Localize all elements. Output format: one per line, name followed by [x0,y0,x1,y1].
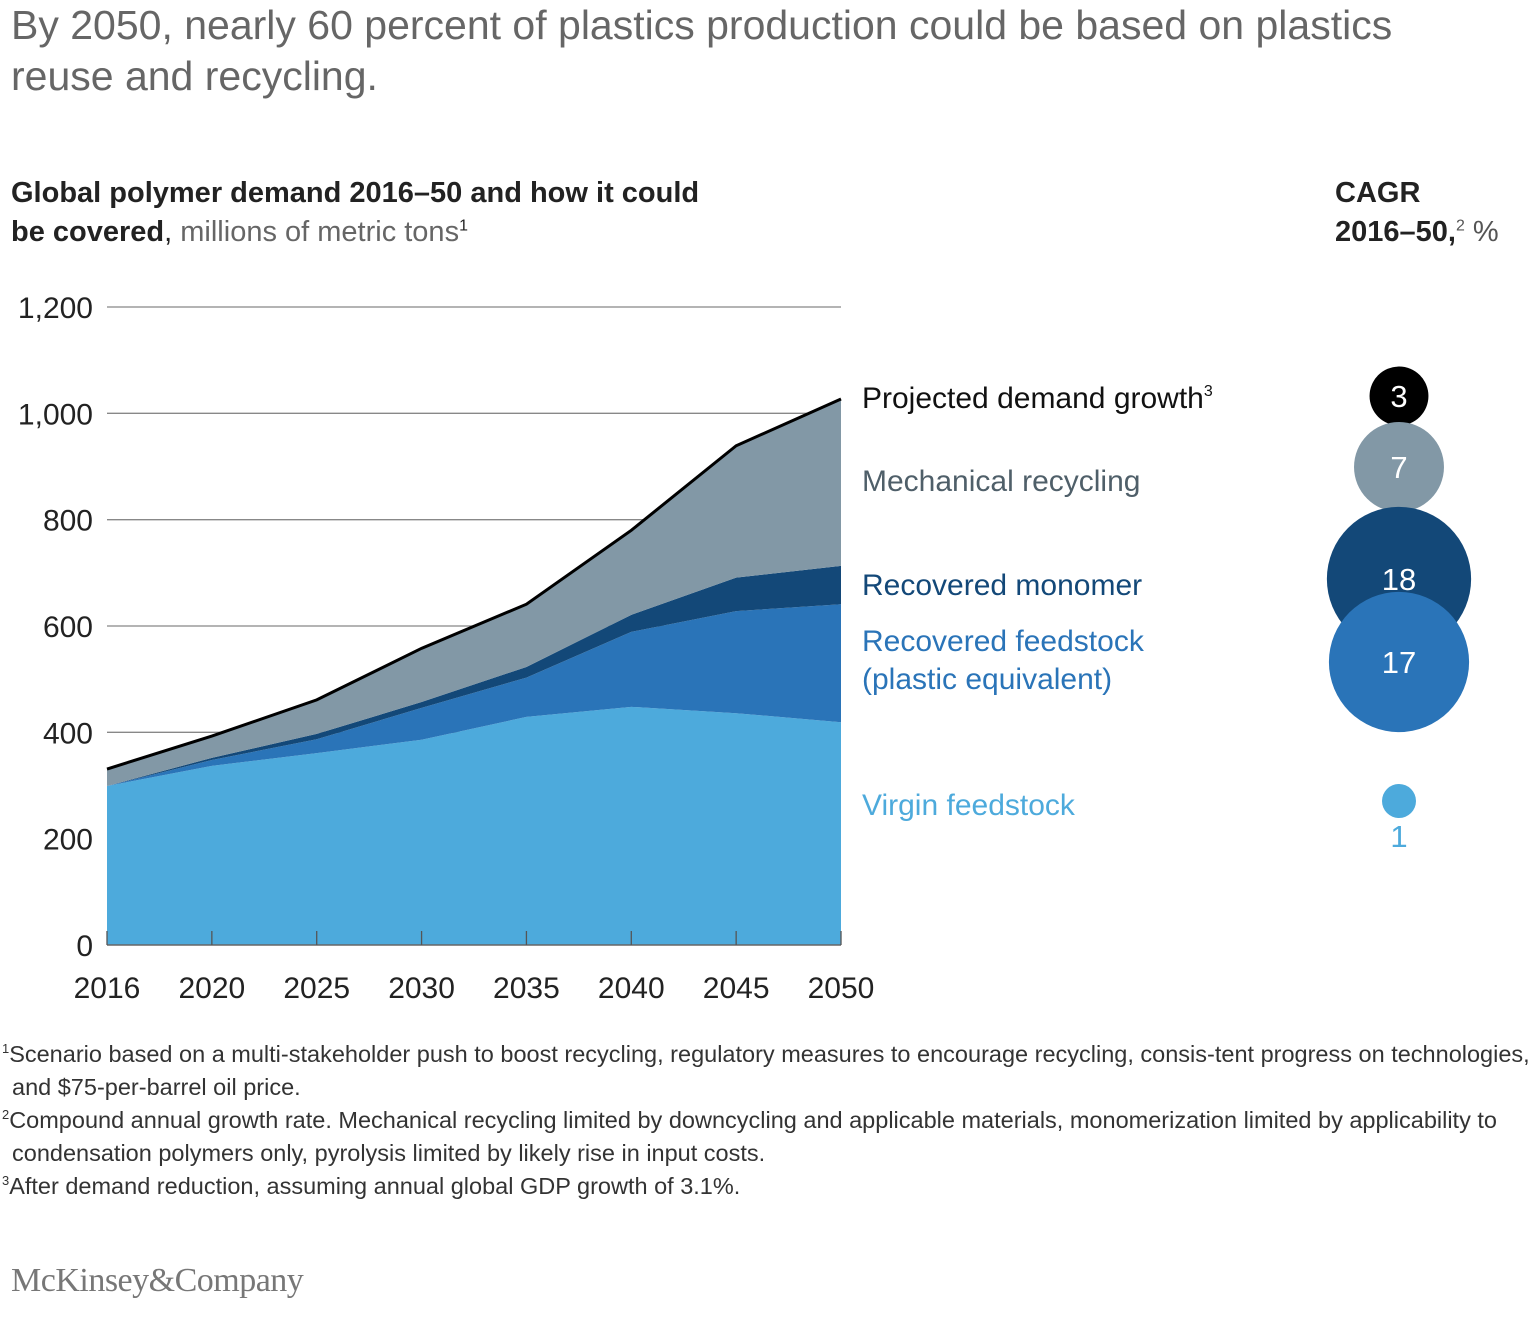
stacked-area-chart: 0 200 400 600 800 1,000 1,200 2016 2020 2025 2030 2… [18,292,1472,1005]
area-virgin-feedstock [107,706,841,945]
cagr-value: 7 [1390,450,1407,485]
cagr-line1: CAGR [1335,177,1421,209]
footnotes: 1Scenario based on a multi-stakeholder p… [2,1038,1532,1203]
cagr-note: 2 [1455,217,1465,235]
cagr-value: 1 [1390,819,1407,854]
legend-projected-demand-growth: Projected demand growth3 [862,382,1213,415]
legend-mechanical-recycling: Mechanical recycling [862,465,1140,498]
y-tick-label: 600 [43,611,93,644]
footnote-mark: 1 [2,1041,10,1057]
x-tick-label: 2016 [74,972,141,1005]
x-tick-label: 2040 [598,972,665,1005]
cagr-header: CAGR 2016–50,2 % [1335,174,1499,252]
y-tick-label: 1,200 [18,292,93,325]
legend-recovered-monomer: Recovered monomer [862,569,1142,602]
footnote-text: Compound annual growth rate. Mechanical … [9,1107,1497,1166]
footnote-1: 1Scenario based on a multi-stakeholder p… [2,1038,1532,1104]
chart-headline: By 2050, nearly 60 percent of plastics p… [11,2,1393,99]
subtitle-note: 1 [459,217,468,235]
x-tick-label: 2020 [178,972,245,1005]
chart-subtitle: Global polymer demand 2016–50 and how it… [11,177,700,248]
subtitle-bold: Global polymer demand 2016–50 and how it… [11,177,700,248]
cagr-value: 3 [1390,379,1407,414]
cagr-bubble-virgin-feedstock [1382,784,1416,818]
x-tick-label: 2045 [703,972,770,1005]
x-tick-label: 2025 [283,972,350,1005]
footnote-2: 2Compound annual growth rate. Mechanical… [2,1104,1532,1170]
y-tick-label: 1,000 [18,398,93,431]
cagr-line2: 2016–50, [1335,216,1456,248]
cagr-value: 18 [1382,562,1416,597]
y-tick-label: 0 [76,930,93,963]
cagr-value: 17 [1382,645,1416,680]
cagr-bubble-projected-demand [1369,366,1429,426]
footnote-mark: 3 [2,1173,10,1189]
footnote-3: 3After demand reduction, assuming annual… [2,1170,1532,1203]
y-tick-label: 400 [43,717,93,750]
cagr-unit: % [1472,216,1499,248]
area-recovered-feedstock-plastic-equivalent- [107,604,841,787]
x-tick-label: 2050 [808,972,875,1005]
cagr-bubble-mechanical-recycling [1354,422,1444,512]
legend-recovered-feedstock-line2: (plastic equivalent) [862,663,1112,696]
y-tick-label: 800 [43,505,93,538]
y-tick-label: 200 [43,824,93,857]
x-tick-label: 2030 [388,972,455,1005]
footnote-mark: 2 [2,1107,10,1123]
footnote-text: Scenario based on a multi-stakeholder pu… [9,1041,1530,1100]
mckinsey-logo: McKinsey&Company [11,1262,304,1299]
total-demand-line [106,397,842,771]
area-recovered-monomer [107,565,841,787]
cagr-bubble-recovered-feedstock [1328,591,1470,733]
footnote-text: After demand reduction, assuming annual … [9,1173,741,1199]
legend-virgin-feedstock: Virgin feedstock [862,789,1076,822]
x-tick-label: 2035 [493,972,560,1005]
legend-recovered-feedstock: Recovered feedstock [862,625,1145,658]
subtitle-unit: millions of metric tons [180,216,460,248]
